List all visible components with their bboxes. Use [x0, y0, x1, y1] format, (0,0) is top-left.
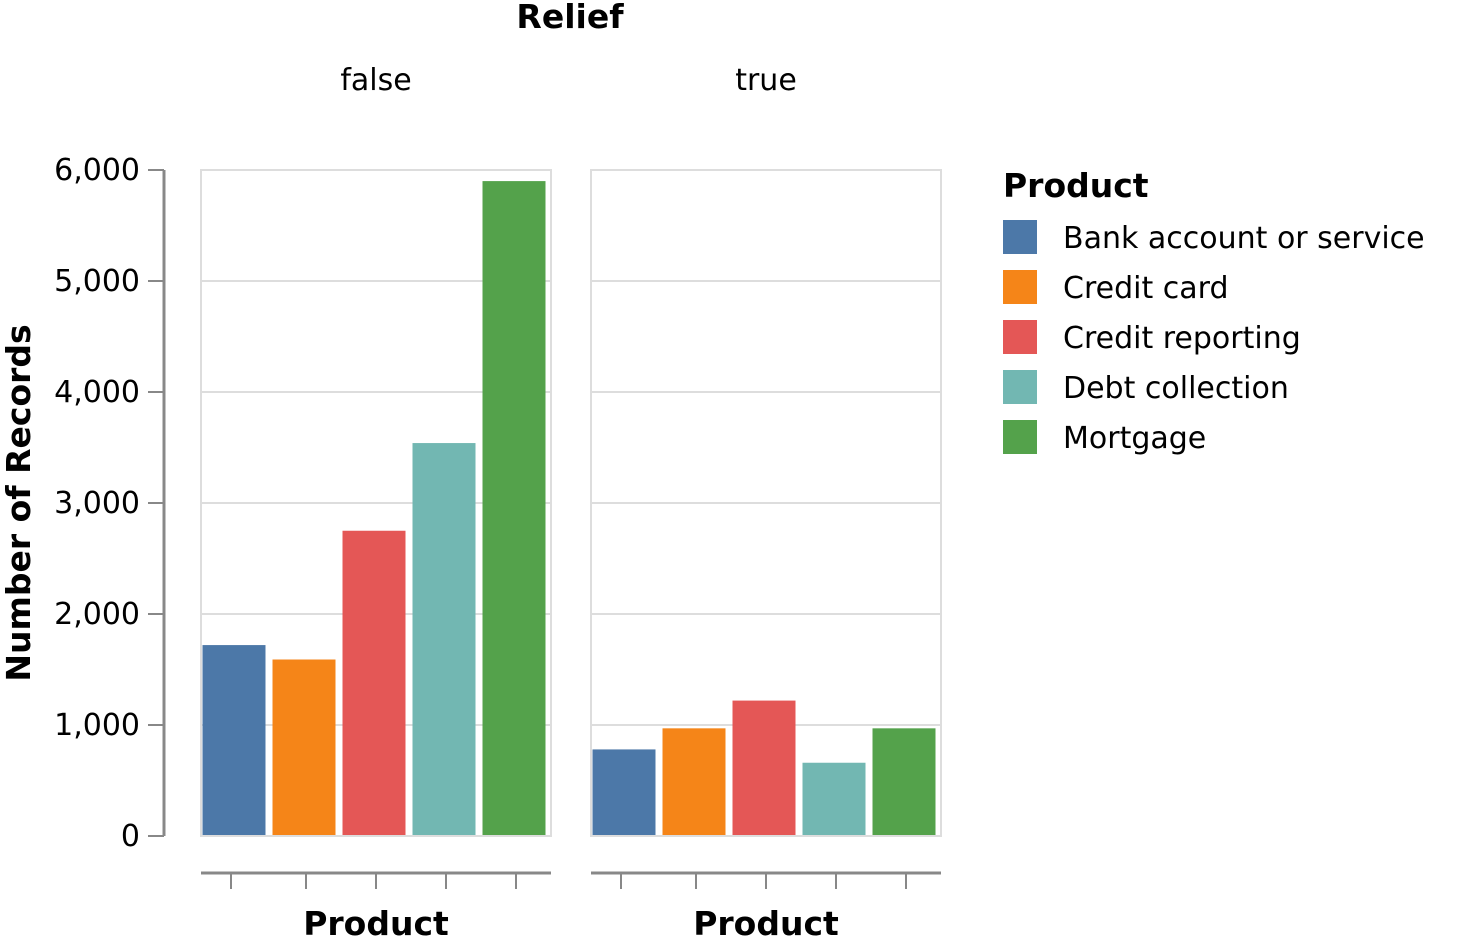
bar: [732, 700, 796, 836]
x-axis-title: Product: [303, 904, 449, 938]
facet-label: true: [735, 63, 797, 98]
legend-label: Mortgage: [1063, 421, 1206, 456]
bar: [342, 530, 406, 836]
legend-swatch: [1003, 220, 1037, 254]
bar: [412, 443, 476, 836]
y-tick-label: 1,000: [54, 708, 140, 743]
facet-panel-false: false Product: [200, 63, 552, 938]
facet-panels: false Product true Product: [200, 63, 942, 938]
legend-label: Bank account or service: [1063, 221, 1425, 256]
legend-swatch: [1003, 320, 1037, 354]
y-tick-label: 6,000: [54, 153, 140, 188]
legend-label: Credit card: [1063, 271, 1228, 306]
y-tick-label: 3,000: [54, 486, 140, 521]
panel-frame: [200, 169, 552, 837]
x-axis-title: Product: [693, 904, 839, 938]
legend-swatch: [1003, 420, 1037, 454]
facet-title: Relief: [516, 0, 624, 36]
y-axis-title: Number of Records: [0, 324, 38, 681]
panel-frame: [590, 169, 942, 837]
y-tick-label: 4,000: [54, 375, 140, 410]
bar: [662, 728, 726, 836]
facet-panel-true: true Product: [590, 63, 942, 938]
legend-label: Debt collection: [1063, 371, 1289, 406]
y-tick-label: 2,000: [54, 597, 140, 632]
legend-swatch: [1003, 370, 1037, 404]
y-tick-label: 5,000: [54, 264, 140, 299]
bar: [482, 181, 546, 837]
bar: [202, 645, 266, 836]
legend-swatch: [1003, 270, 1037, 304]
y-axis: 0 1,000 2,000 3,000 4,000 5,000 6,000: [54, 153, 166, 854]
bar: [592, 749, 656, 836]
facet-label: false: [340, 63, 411, 98]
bar: [872, 728, 936, 836]
legend: Product Bank account or service Credit ca…: [1003, 166, 1425, 456]
bar: [272, 659, 336, 836]
y-tick-label: 0: [121, 819, 140, 854]
legend-title: Product: [1003, 166, 1149, 205]
legend-label: Credit reporting: [1063, 321, 1301, 356]
bar: [802, 762, 866, 836]
